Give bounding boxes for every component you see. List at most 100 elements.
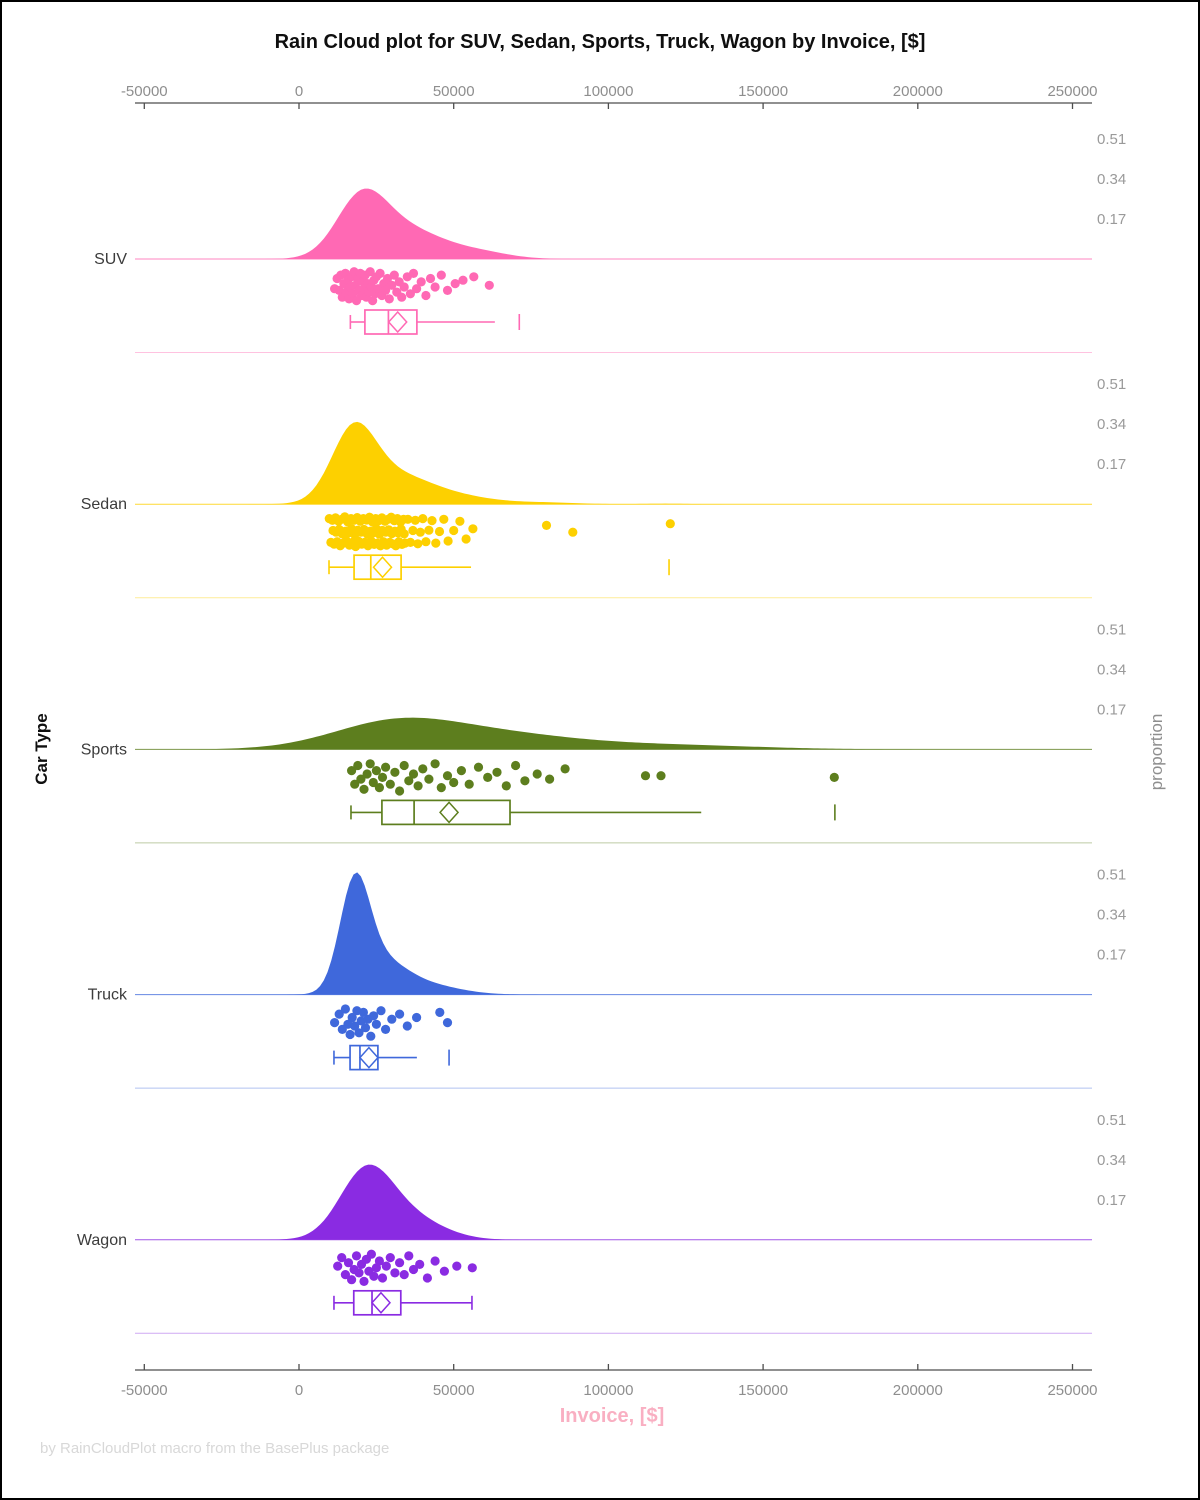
rain-point	[427, 516, 437, 526]
rain-point	[387, 280, 397, 290]
rain-point	[369, 1271, 379, 1281]
rain-point	[461, 534, 471, 544]
x-tick-label: -50000	[121, 83, 168, 100]
box-plot-suv	[349, 309, 521, 335]
category-label-truck: Truck	[88, 987, 128, 1004]
rain-point	[371, 766, 381, 776]
rain-point	[501, 781, 511, 791]
rain-point	[351, 1251, 362, 1261]
rain-point	[443, 536, 453, 546]
proportion-tick-label: 0.51	[1097, 131, 1126, 148]
rain-point	[435, 1007, 445, 1018]
rain-point	[431, 538, 441, 548]
rain-point	[340, 1270, 350, 1280]
rain-point	[568, 527, 578, 537]
density-cloud-wagon	[135, 1164, 1092, 1240]
rain-point	[350, 779, 360, 789]
rain-point	[560, 764, 570, 774]
rain-point	[405, 537, 415, 548]
rain-point	[356, 774, 366, 784]
rain-point	[385, 1253, 395, 1263]
rain-point	[362, 769, 372, 779]
rain-point	[541, 520, 552, 531]
proportion-tick-label: 0.34	[1097, 1152, 1126, 1169]
rain-point	[455, 516, 465, 526]
rain-point	[434, 526, 445, 537]
footer-credit: by RainCloudPlot macro from the BasePlus…	[40, 1440, 389, 1457]
rain-point	[345, 1029, 355, 1040]
rain-point	[365, 759, 375, 769]
rain-point	[347, 766, 357, 776]
iqr-box	[352, 1289, 402, 1316]
rain-point	[337, 1253, 347, 1263]
rain-point	[413, 781, 423, 791]
rain-point	[442, 771, 453, 781]
rain-point	[397, 292, 407, 302]
rain-point	[473, 762, 484, 772]
panel-suv: SUV 0.17 0.34 0.51	[94, 131, 1126, 353]
rain-point	[354, 1268, 364, 1278]
x-tick-label: 150000	[738, 83, 788, 100]
box-plot-sports	[350, 799, 836, 826]
rain-point	[368, 777, 378, 788]
rain-point	[430, 759, 440, 769]
rain-point	[376, 1006, 386, 1016]
rain-point	[389, 270, 399, 280]
rain-point	[381, 1024, 391, 1034]
rain-point	[340, 1004, 350, 1014]
rain-point	[374, 1256, 384, 1266]
rain-point	[436, 270, 446, 280]
rain-point	[390, 767, 400, 777]
rain-point	[410, 515, 420, 525]
rain-point	[640, 771, 651, 781]
category-label-suv: SUV	[94, 251, 127, 268]
proportion-tick-label: 0.51	[1097, 867, 1126, 884]
rain-point	[408, 1264, 419, 1275]
rain-point	[382, 273, 393, 284]
rain-point	[399, 282, 409, 292]
rain-point	[395, 1258, 405, 1268]
panel-wagon: Wagon 0.17 0.34 0.51	[77, 1112, 1126, 1334]
rain-point	[418, 514, 428, 524]
box-plot-wagon	[333, 1289, 473, 1316]
rain-point	[350, 1021, 360, 1031]
rain-point	[347, 1012, 357, 1023]
proportion-axis-title: proportion	[1147, 714, 1166, 791]
rain-point	[395, 1009, 405, 1019]
proportion-tick-label: 0.34	[1097, 171, 1126, 188]
rain-point	[545, 774, 555, 784]
rain-point	[399, 1270, 409, 1280]
rain-point	[381, 1261, 391, 1271]
rain-point	[359, 784, 369, 794]
proportion-tick-label: 0.34	[1097, 416, 1126, 433]
rain-point	[422, 1273, 432, 1283]
rain-point	[387, 1014, 397, 1024]
rain-point	[354, 1028, 364, 1038]
rain-point	[399, 529, 409, 539]
rain-point	[415, 1259, 425, 1269]
rain-point	[436, 783, 446, 793]
rain-point	[412, 284, 422, 294]
rain-point	[374, 783, 384, 793]
rain-point	[424, 774, 434, 784]
proportion-tick-label: 0.17	[1097, 211, 1126, 228]
rain-point	[366, 1249, 376, 1259]
rain-point	[449, 777, 459, 788]
chart-title: Rain Cloud plot for SUV, Sedan, Sports, …	[275, 31, 926, 53]
iqr-box	[364, 309, 418, 335]
x-tick-label: 250000	[1047, 83, 1097, 100]
panel-sedan: Sedan 0.17 0.34 0.51	[81, 376, 1126, 599]
rain-point	[430, 1256, 440, 1266]
rain-point	[405, 289, 415, 299]
rain-point	[532, 769, 542, 779]
rain-point	[483, 772, 493, 783]
rain-point	[464, 779, 474, 789]
density-cloud-suv	[135, 188, 1092, 259]
mean-diamond	[387, 310, 408, 334]
rain-point	[415, 527, 425, 537]
rain-point	[330, 1018, 340, 1028]
rain-point	[510, 760, 521, 771]
panel-truck: Truck 0.17 0.34 0.51	[88, 867, 1126, 1089]
